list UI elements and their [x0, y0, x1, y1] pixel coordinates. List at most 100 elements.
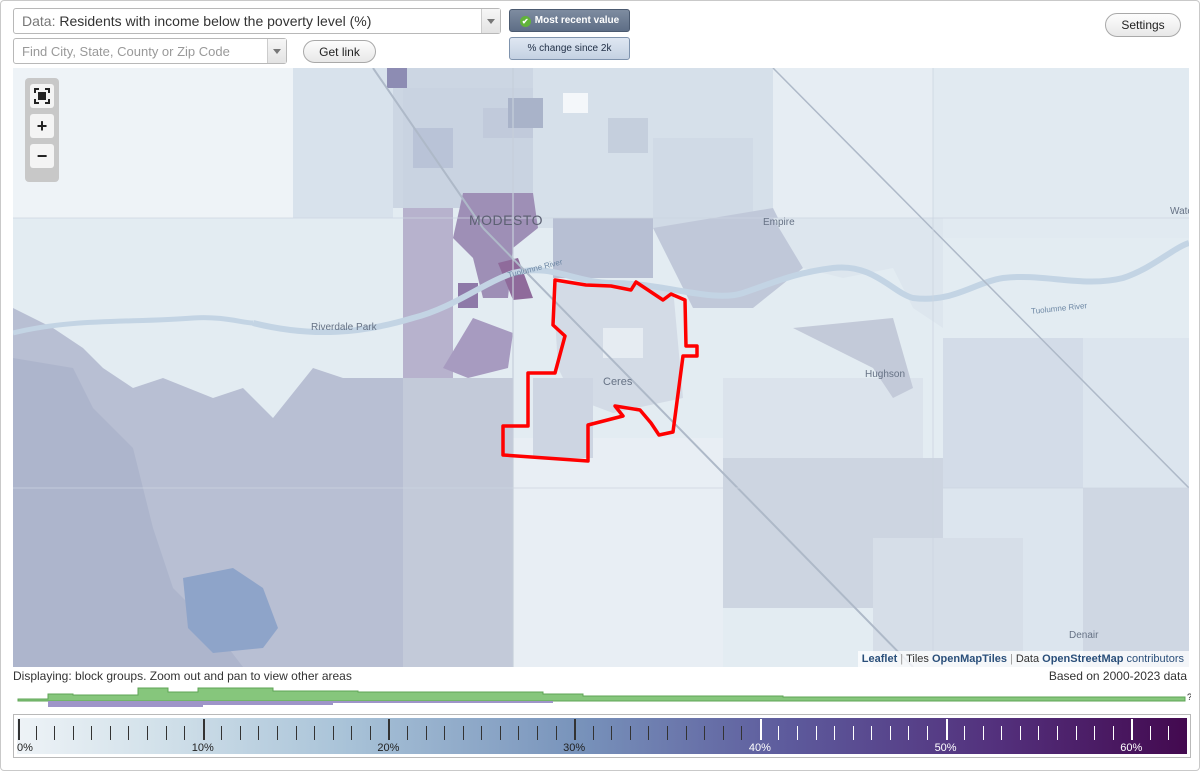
leaflet-link[interactable]: Leaflet — [861, 653, 898, 665]
data-select-prefix: Data: — [22, 13, 56, 29]
legend-tick — [184, 726, 186, 740]
legend-tick — [964, 726, 966, 740]
percent-change-button[interactable]: % change since 2k — [509, 37, 630, 60]
legend-tick — [815, 726, 817, 740]
legend-tick — [648, 726, 650, 740]
get-link-button[interactable]: Get link — [303, 40, 376, 63]
plus-icon: + — [36, 116, 48, 136]
legend-tick — [852, 726, 854, 740]
legend-tick — [722, 726, 724, 740]
value-histogram: ? — [17, 687, 1191, 707]
legend-tick — [462, 726, 464, 740]
attribution-tiles-prefix: Tiles — [906, 653, 929, 665]
openstreetmap-contributors-link[interactable]: contributors — [1126, 653, 1184, 665]
legend-tick — [667, 726, 668, 740]
legend-tick — [221, 726, 223, 740]
settings-button[interactable]: Settings — [1105, 13, 1181, 37]
minus-icon: − — [36, 146, 48, 166]
legend-tick — [425, 726, 427, 740]
chevron-down-icon[interactable] — [481, 9, 500, 33]
zoom-in-button[interactable]: + — [30, 114, 54, 138]
display-status: Displaying: block groups. Zoom out and p… — [13, 669, 352, 683]
legend-tick — [407, 726, 408, 740]
place-label-ceres: Ceres — [603, 376, 633, 388]
legend-tick — [1075, 726, 1077, 740]
color-legend: 0% 10% 20% 30% 40% 50% 60% — [13, 714, 1191, 758]
legend-tick — [165, 726, 167, 740]
check-icon: ✔ — [519, 16, 531, 27]
most-recent-label: Most recent value — [534, 15, 620, 26]
legend-tick — [314, 726, 316, 740]
legend-tick — [147, 726, 148, 740]
fullscreen-icon — [34, 88, 50, 104]
legend-tick — [629, 726, 631, 740]
legend-tick — [277, 726, 278, 740]
legend-tick — [834, 726, 836, 740]
legend-tick — [295, 726, 297, 740]
data-select[interactable]: Data: Residents with income below the po… — [13, 8, 501, 34]
legend-tick — [72, 726, 74, 740]
legend-tick — [945, 719, 948, 740]
most-recent-value-button[interactable]: ✔ Most recent value — [509, 9, 630, 32]
legend-tick — [332, 726, 334, 740]
legend-tick — [1112, 726, 1114, 740]
zoom-control: + − — [25, 78, 59, 182]
legend-tick — [1131, 719, 1134, 740]
legend-tick — [1094, 726, 1096, 740]
attribution-data-prefix: Data — [1015, 653, 1040, 665]
legend-tick — [555, 726, 557, 740]
openstreetmap-link[interactable]: OpenStreetMap — [1042, 653, 1124, 665]
legend-tick — [1057, 726, 1058, 740]
location-search[interactable] — [13, 38, 287, 64]
legend-tick — [778, 726, 780, 740]
legend-tick — [499, 726, 501, 740]
search-input[interactable] — [14, 39, 280, 63]
place-label-empire: Empire — [763, 217, 795, 228]
data-range-note: Based on 2000-2023 data — [1048, 669, 1187, 683]
place-label-riverdale-park: Riverdale Park — [311, 322, 377, 333]
openmaptiles-link[interactable]: OpenMapTiles — [932, 653, 1007, 665]
legend-tick — [109, 726, 111, 740]
legend-tick — [351, 726, 353, 740]
place-label-waterford: Wate — [1170, 206, 1189, 217]
legend-label: 60% — [1120, 742, 1143, 754]
legend-tick — [797, 726, 798, 740]
legend-tick — [1019, 726, 1021, 740]
legend-tick — [444, 726, 446, 740]
legend-tick — [871, 726, 873, 740]
legend-tick — [518, 726, 520, 740]
legend-tick — [1168, 726, 1170, 740]
legend-tick — [574, 719, 577, 740]
legend-label: 20% — [377, 742, 400, 754]
legend-tick — [685, 726, 687, 740]
legend-tick — [258, 726, 260, 740]
legend-tick — [908, 726, 910, 740]
legend-label: 50% — [934, 742, 957, 754]
zoom-out-button[interactable]: − — [30, 144, 54, 168]
legend-tick — [1187, 726, 1188, 740]
ceres-boundary — [501, 278, 699, 463]
legend-tick — [369, 726, 371, 740]
legend-tick — [54, 726, 56, 740]
legend-tick — [982, 726, 984, 740]
legend-tick — [1149, 726, 1151, 740]
legend-label: 30% — [563, 742, 586, 754]
map-attribution: Leaflet | Tiles OpenMapTiles | Data OpenStre… — [857, 651, 1189, 667]
legend-tick — [202, 719, 205, 740]
histogram-unknown-marker: ? — [1187, 692, 1191, 702]
chevron-down-icon[interactable] — [267, 39, 286, 63]
legend-tick — [1038, 726, 1040, 740]
legend-tick — [611, 726, 613, 740]
choropleth-layer — [13, 68, 1189, 667]
legend-tick — [128, 726, 130, 740]
legend-tick — [592, 726, 594, 740]
legend-tick — [91, 726, 93, 740]
place-label-denair: Denair — [1069, 630, 1099, 641]
legend-tick — [481, 726, 483, 740]
map-view[interactable]: MODESTO Empire Riverdale Park Ceres Hugh… — [13, 68, 1189, 667]
legend-tick — [35, 726, 37, 740]
place-label-modesto: MODESTO — [469, 212, 544, 228]
fit-bounds-button[interactable] — [30, 84, 54, 108]
legend-tick — [537, 726, 538, 740]
